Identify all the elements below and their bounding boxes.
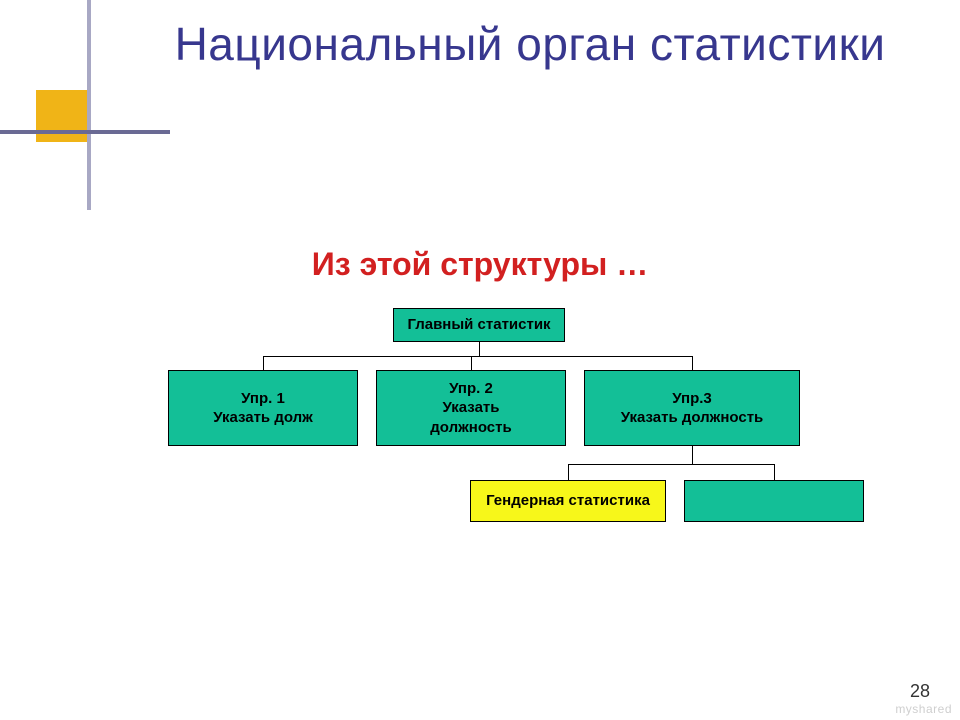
watermark: myshared bbox=[895, 702, 952, 716]
page-number: 28 bbox=[910, 681, 930, 702]
deco-square bbox=[36, 90, 88, 142]
connector bbox=[263, 356, 692, 357]
node-label: Упр. 1 bbox=[241, 389, 285, 409]
node-u2: Упр. 2 Указать должность bbox=[376, 370, 566, 446]
subtitle: Из этой структуры … bbox=[220, 248, 740, 282]
node-gender: Гендерная статистика bbox=[470, 480, 666, 522]
node-label: Указать bbox=[443, 398, 500, 418]
slide-stage: Национальный орган статистики Из этой ст… bbox=[0, 0, 960, 720]
node-u3: Упр.3 Указать должность bbox=[584, 370, 800, 446]
connector bbox=[568, 464, 774, 465]
node-label: Гендерная статистика bbox=[486, 491, 650, 511]
connector bbox=[479, 342, 480, 356]
node-root: Главный статистик bbox=[393, 308, 565, 342]
node-label: Упр.3 bbox=[672, 389, 712, 409]
connector bbox=[568, 464, 569, 480]
node-label: Упр. 2 bbox=[449, 379, 493, 399]
node-label: Указать долж bbox=[213, 408, 313, 428]
deco-vline-icon bbox=[87, 0, 91, 210]
connector bbox=[774, 464, 775, 480]
connector bbox=[263, 356, 264, 370]
connector bbox=[471, 356, 472, 370]
node-empty bbox=[684, 480, 864, 522]
deco-hline-icon bbox=[0, 130, 170, 134]
node-label: должность bbox=[430, 418, 511, 438]
node-u1: Упр. 1 Указать долж bbox=[168, 370, 358, 446]
node-label: Главный статистик bbox=[407, 315, 550, 335]
connector bbox=[692, 446, 693, 464]
node-label: Указать должность bbox=[621, 408, 764, 428]
page-title: Национальный орган статистики bbox=[150, 18, 910, 71]
connector bbox=[692, 356, 693, 370]
